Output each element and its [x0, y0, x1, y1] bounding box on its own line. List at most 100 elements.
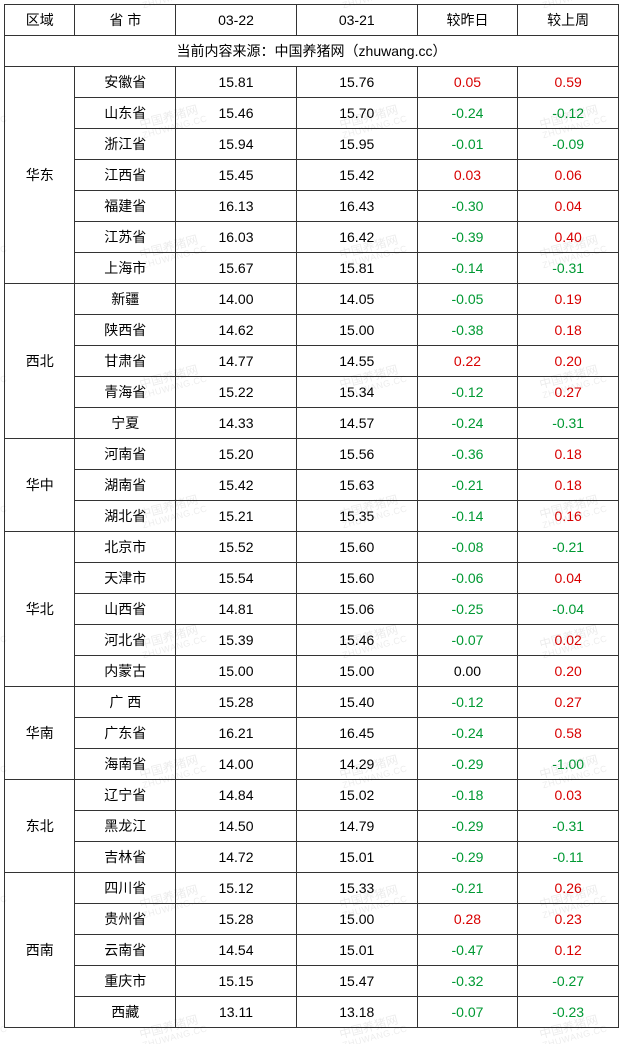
chg-day-cell: -0.47 [417, 935, 518, 966]
price-d2-cell: 15.47 [296, 966, 417, 997]
chg-week-cell: -0.09 [518, 129, 619, 160]
province-cell: 辽宁省 [75, 780, 176, 811]
price-d1-cell: 15.52 [176, 532, 297, 563]
region-cell: 华南 [5, 687, 75, 780]
price-d1-cell: 15.54 [176, 563, 297, 594]
price-d1-cell: 14.77 [176, 346, 297, 377]
chg-day-cell: -0.24 [417, 408, 518, 439]
table-row: 西北新疆14.0014.05-0.050.19 [5, 284, 619, 315]
price-d2-cell: 14.29 [296, 749, 417, 780]
chg-week-cell: 0.20 [518, 346, 619, 377]
chg-week-cell: -0.21 [518, 532, 619, 563]
table-row: 宁夏14.3314.57-0.24-0.31 [5, 408, 619, 439]
table-row: 西南四川省15.1215.33-0.210.26 [5, 873, 619, 904]
province-cell: 吉林省 [75, 842, 176, 873]
price-d2-cell: 15.63 [296, 470, 417, 501]
price-d1-cell: 13.11 [176, 997, 297, 1028]
price-d1-cell: 14.81 [176, 594, 297, 625]
price-table: 区域 省 市 03-22 03-21 较昨日 较上周 当前内容来源：中国养猪网（… [4, 4, 619, 1028]
region-cell: 西北 [5, 284, 75, 439]
chg-week-cell: 0.04 [518, 563, 619, 594]
chg-day-cell: -0.07 [417, 997, 518, 1028]
chg-day-cell: 0.28 [417, 904, 518, 935]
region-cell: 华东 [5, 67, 75, 284]
chg-week-cell: 0.23 [518, 904, 619, 935]
chg-day-cell: -0.05 [417, 284, 518, 315]
price-d1-cell: 14.00 [176, 749, 297, 780]
col-province: 省 市 [75, 5, 176, 36]
chg-day-cell: -0.08 [417, 532, 518, 563]
price-d1-cell: 15.15 [176, 966, 297, 997]
chg-day-cell: -0.07 [417, 625, 518, 656]
price-d1-cell: 15.45 [176, 160, 297, 191]
price-d1-cell: 14.84 [176, 780, 297, 811]
province-cell: 北京市 [75, 532, 176, 563]
table-row: 福建省16.1316.43-0.300.04 [5, 191, 619, 222]
chg-day-cell: -0.36 [417, 439, 518, 470]
price-d1-cell: 15.12 [176, 873, 297, 904]
price-d1-cell: 15.46 [176, 98, 297, 129]
chg-day-cell: -0.25 [417, 594, 518, 625]
chg-day-cell: -0.12 [417, 377, 518, 408]
chg-day-cell: -0.38 [417, 315, 518, 346]
price-d2-cell: 14.55 [296, 346, 417, 377]
province-cell: 海南省 [75, 749, 176, 780]
price-d1-cell: 15.67 [176, 253, 297, 284]
price-d2-cell: 15.00 [296, 315, 417, 346]
province-cell: 江苏省 [75, 222, 176, 253]
table-row: 华中河南省15.2015.56-0.360.18 [5, 439, 619, 470]
chg-day-cell: -0.21 [417, 873, 518, 904]
chg-day-cell: -0.29 [417, 749, 518, 780]
chg-week-cell: -0.31 [518, 811, 619, 842]
province-cell: 广东省 [75, 718, 176, 749]
province-cell: 浙江省 [75, 129, 176, 160]
price-d1-cell: 14.33 [176, 408, 297, 439]
price-d1-cell: 15.81 [176, 67, 297, 98]
table-row: 吉林省14.7215.01-0.29-0.11 [5, 842, 619, 873]
province-cell: 西藏 [75, 997, 176, 1028]
chg-week-cell: 0.04 [518, 191, 619, 222]
chg-day-cell: 0.22 [417, 346, 518, 377]
province-cell: 山东省 [75, 98, 176, 129]
price-d2-cell: 15.00 [296, 656, 417, 687]
col-date1: 03-22 [176, 5, 297, 36]
price-d2-cell: 15.01 [296, 842, 417, 873]
chg-day-cell: -0.14 [417, 253, 518, 284]
chg-week-cell: 0.27 [518, 377, 619, 408]
table-row: 华南广 西15.2815.40-0.120.27 [5, 687, 619, 718]
province-cell: 河南省 [75, 439, 176, 470]
chg-day-cell: 0.05 [417, 67, 518, 98]
table-row: 海南省14.0014.29-0.29-1.00 [5, 749, 619, 780]
chg-day-cell: -0.18 [417, 780, 518, 811]
province-cell: 天津市 [75, 563, 176, 594]
chg-week-cell: -0.31 [518, 408, 619, 439]
price-d2-cell: 14.79 [296, 811, 417, 842]
price-d1-cell: 14.50 [176, 811, 297, 842]
table-row: 重庆市15.1515.47-0.32-0.27 [5, 966, 619, 997]
table-row: 黑龙江14.5014.79-0.29-0.31 [5, 811, 619, 842]
chg-day-cell: 0.03 [417, 160, 518, 191]
chg-week-cell: 0.18 [518, 315, 619, 346]
price-d1-cell: 14.72 [176, 842, 297, 873]
header-row: 区域 省 市 03-22 03-21 较昨日 较上周 [5, 5, 619, 36]
price-d1-cell: 16.13 [176, 191, 297, 222]
chg-week-cell: -1.00 [518, 749, 619, 780]
price-d2-cell: 15.81 [296, 253, 417, 284]
table-row: 广东省16.2116.45-0.240.58 [5, 718, 619, 749]
watermark-line1: 中国养猪网 [138, 0, 206, 2]
province-cell: 重庆市 [75, 966, 176, 997]
region-cell: 华北 [5, 532, 75, 687]
region-cell: 西南 [5, 873, 75, 1028]
price-d2-cell: 16.42 [296, 222, 417, 253]
province-cell: 黑龙江 [75, 811, 176, 842]
province-cell: 河北省 [75, 625, 176, 656]
chg-week-cell: 0.03 [518, 780, 619, 811]
table-row: 山东省15.4615.70-0.24-0.12 [5, 98, 619, 129]
table-row: 西藏13.1113.18-0.07-0.23 [5, 997, 619, 1028]
price-d1-cell: 15.42 [176, 470, 297, 501]
chg-day-cell: -0.06 [417, 563, 518, 594]
chg-week-cell: 0.26 [518, 873, 619, 904]
price-d2-cell: 15.95 [296, 129, 417, 160]
chg-week-cell: -0.12 [518, 98, 619, 129]
watermark-line1: 中国养猪网 [338, 0, 406, 2]
